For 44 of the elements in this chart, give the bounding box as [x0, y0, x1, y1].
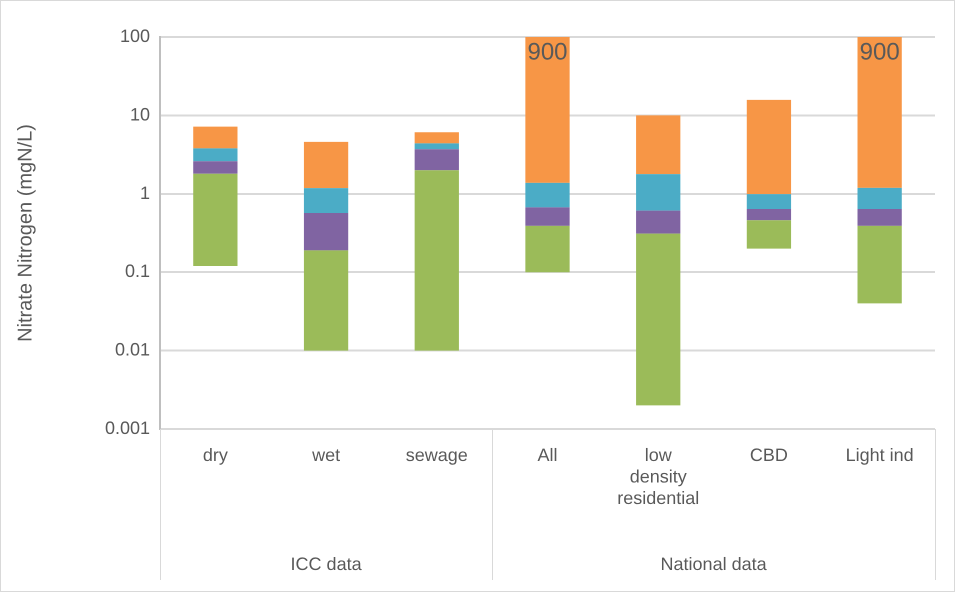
bar — [636, 115, 680, 174]
annotation: 900 — [527, 38, 568, 66]
annotation: 900 — [860, 38, 900, 66]
bar — [746, 208, 792, 220]
bar — [193, 174, 238, 266]
bar — [858, 226, 902, 304]
y-tick-label: 1 — [140, 182, 150, 203]
bar — [193, 126, 238, 148]
x-tick-label: All — [537, 444, 558, 465]
x-tick-label: wet — [311, 444, 340, 465]
y-tick-label: 0.01 — [114, 340, 150, 360]
bar — [525, 226, 570, 272]
bar — [525, 207, 570, 226]
bar — [414, 170, 459, 351]
bar — [746, 220, 792, 249]
y-tick-label: 0.001 — [104, 418, 150, 438]
bar — [636, 174, 680, 211]
bar — [636, 210, 680, 234]
bar — [414, 132, 459, 144]
bar — [193, 148, 238, 162]
bar — [304, 188, 348, 213]
bar — [636, 234, 680, 406]
bar — [858, 188, 902, 209]
y-tick-label: 0.1 — [124, 261, 150, 282]
text: National data — [660, 554, 768, 574]
bar — [414, 149, 459, 170]
y-tick-label: 100 — [120, 26, 150, 46]
bar — [414, 143, 459, 150]
x-tick-label: CBD — [750, 444, 788, 465]
x-tick-label: Light ind — [846, 444, 914, 465]
bar — [746, 100, 792, 194]
bar — [746, 194, 792, 209]
x-tick-label: sewage — [406, 444, 468, 465]
x-tick-label: low density residential — [617, 444, 700, 508]
bar — [304, 212, 348, 250]
text: ICC data — [290, 554, 363, 574]
bar — [304, 142, 348, 188]
y-axis-title: Nitrate Nitrogen (mgN/L) — [14, 124, 37, 342]
bar — [525, 182, 570, 208]
bar — [858, 208, 902, 226]
bar — [193, 161, 238, 174]
y-tick-label: 10 — [130, 104, 150, 124]
x-tick-label: dry — [202, 444, 228, 465]
bar — [304, 250, 348, 351]
